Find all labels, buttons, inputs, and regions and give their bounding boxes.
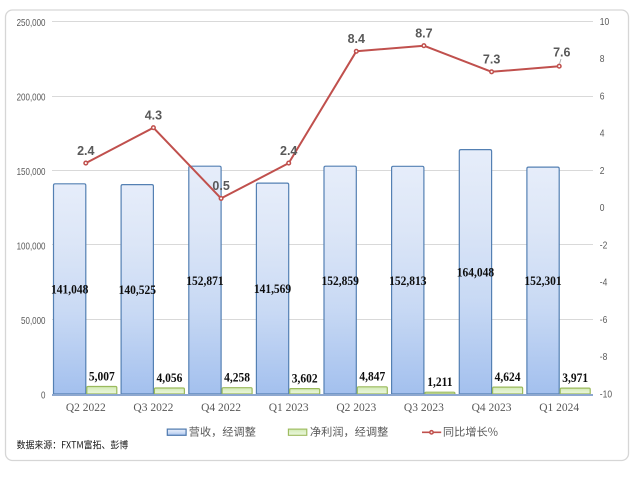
svg-text:Q4 2022: Q4 2022: [201, 402, 241, 414]
svg-text:0: 0: [600, 203, 605, 214]
svg-text:141,048: 141,048: [51, 282, 88, 297]
svg-text:Q4 2023: Q4 2023: [472, 402, 512, 414]
svg-text:7.6: 7.6: [553, 46, 570, 60]
svg-text:Q2 2022: Q2 2022: [66, 402, 106, 414]
svg-text:5,007: 5,007: [89, 369, 115, 384]
svg-text:100,000: 100,000: [17, 240, 46, 251]
svg-text:1,211: 1,211: [427, 375, 452, 390]
svg-text:2.4: 2.4: [280, 144, 297, 158]
svg-text:250,000: 250,000: [17, 17, 46, 28]
svg-text:152,871: 152,871: [186, 273, 223, 288]
svg-text:Q1 2024: Q1 2024: [539, 402, 579, 414]
svg-text:200,000: 200,000: [17, 91, 46, 102]
svg-text:8: 8: [600, 53, 605, 64]
svg-text:150,000: 150,000: [17, 166, 46, 177]
svg-text:4,258: 4,258: [224, 370, 250, 385]
svg-text:152,301: 152,301: [524, 274, 561, 289]
svg-text:-6: -6: [600, 314, 608, 325]
svg-text:8.7: 8.7: [415, 26, 432, 40]
svg-text:0.5: 0.5: [212, 179, 229, 193]
svg-text:0: 0: [41, 389, 45, 400]
svg-text:Q3 2022: Q3 2022: [133, 402, 173, 414]
svg-text:140,525: 140,525: [119, 283, 156, 298]
svg-text:Q3 2023: Q3 2023: [404, 402, 444, 414]
svg-text:4,847: 4,847: [359, 369, 385, 384]
svg-text:2: 2: [600, 165, 605, 176]
svg-text:-10: -10: [600, 389, 612, 400]
svg-text:152,859: 152,859: [322, 273, 359, 288]
svg-text:50,000: 50,000: [21, 315, 45, 326]
svg-text:141,569: 141,569: [254, 282, 291, 297]
svg-text:Q1 2023: Q1 2023: [269, 402, 309, 414]
svg-text:-8: -8: [600, 351, 608, 362]
svg-text:3,602: 3,602: [292, 371, 318, 386]
svg-text:152,813: 152,813: [389, 273, 426, 288]
svg-text:-2: -2: [600, 240, 608, 251]
svg-text:4.3: 4.3: [145, 108, 162, 122]
svg-text:10: 10: [600, 16, 609, 27]
svg-text:4,624: 4,624: [495, 369, 521, 384]
svg-text:2.4: 2.4: [77, 144, 94, 158]
svg-text:-4: -4: [600, 277, 608, 288]
svg-text:7.3: 7.3: [483, 53, 500, 67]
svg-text:4,056: 4,056: [156, 370, 182, 385]
svg-text:6: 6: [600, 91, 605, 102]
svg-text:4: 4: [600, 128, 605, 139]
svg-text:164,048: 164,048: [457, 265, 494, 280]
svg-text:3,971: 3,971: [562, 370, 588, 385]
svg-text:Q2 2023: Q2 2023: [336, 402, 376, 414]
svg-text:8.4: 8.4: [348, 32, 365, 46]
